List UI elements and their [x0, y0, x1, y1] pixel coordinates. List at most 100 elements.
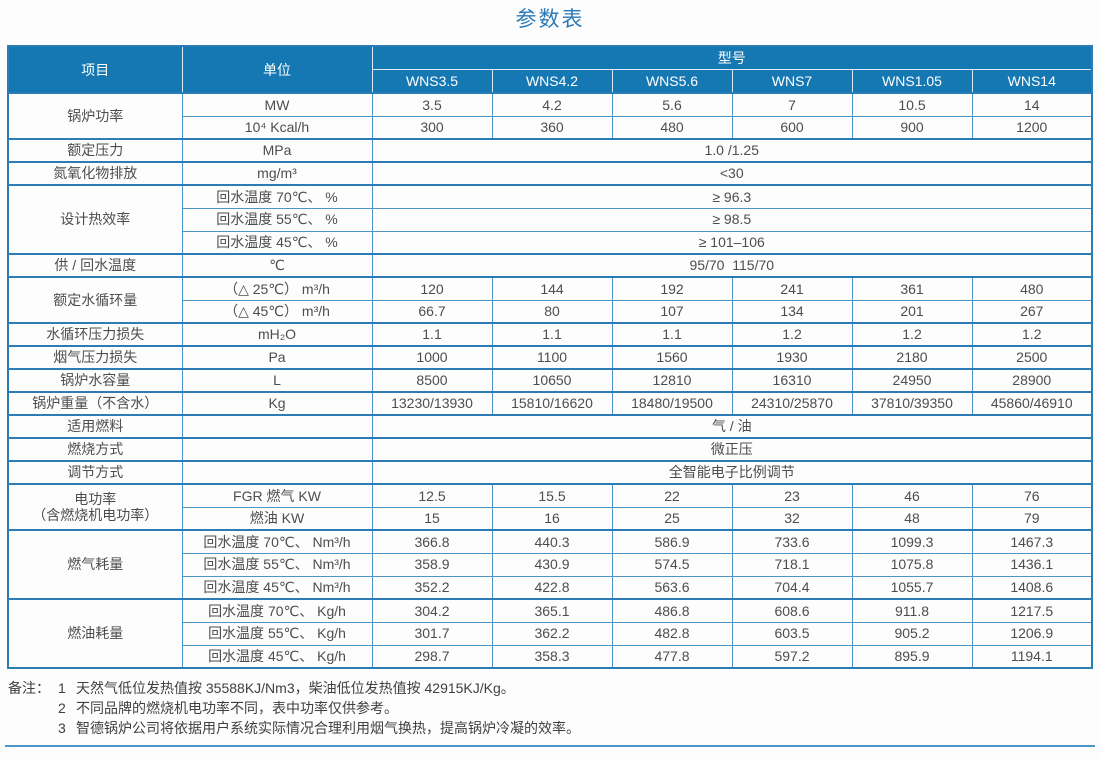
cell-value: 22 [611, 483, 733, 508]
cell-value: 1206.9 [971, 621, 1093, 646]
row-unit-label: 回水温度 55℃、 % [181, 207, 373, 232]
row-item-label: 锅炉功率 [7, 92, 183, 140]
cell-value: 15.5 [491, 483, 613, 508]
cell-value: 895.9 [851, 644, 973, 669]
row-unit-label: （△ 25℃） m³/h [181, 276, 373, 301]
row-item-label: 设计热效率 [7, 184, 183, 255]
cell-value: 79 [971, 506, 1093, 531]
row-unit-label: FGR 燃气 KW [181, 483, 373, 508]
table-header: 项目 单位 型号 WNS3.5 WNS4.2 WNS5.6 WNS7 WNS1.… [7, 45, 1093, 94]
cell-value: 3.5 [371, 92, 493, 117]
row-unit-label [181, 437, 373, 462]
header-model: WNS3.5 [371, 69, 493, 94]
cell-value: 1436.1 [971, 552, 1093, 577]
table-row: 额定水循环量 （△ 25℃） m³/h 120 144 192 241 361 480 [7, 276, 1093, 324]
param-table-body: 锅炉功率 MW 3.5 4.2 5.6 7 10.5 14 10⁴ Kcal/h 300 360 48… [7, 92, 1093, 669]
table-row: 烟气压力损失 Pa 1000 1100 1560 1930 2180 2500 [7, 345, 1093, 370]
cell-value: 718.1 [731, 552, 853, 577]
cell-value: 1055.7 [851, 575, 973, 600]
cell-value: 1.2 [731, 322, 853, 347]
cell-value: 7 [731, 92, 853, 117]
row-merged-value: ≥ 96.3 [371, 184, 1093, 209]
cell-value: 1467.3 [971, 529, 1093, 554]
row-unit-label: Pa [181, 345, 373, 370]
cell-value: 18480/19500 [611, 391, 733, 416]
cell-value: 1194.1 [971, 644, 1093, 669]
header-model-group: 型号 [371, 45, 1093, 70]
cell-value: 10.5 [851, 92, 973, 117]
table-row: 锅炉功率 MW 3.5 4.2 5.6 7 10.5 14 [7, 92, 1093, 140]
cell-value: 362.2 [491, 621, 613, 646]
cell-value: 1560 [611, 345, 733, 370]
row-unit-label: L [181, 368, 373, 393]
header-model: WNS5.6 [611, 69, 733, 94]
row-unit-label [181, 414, 373, 439]
cell-value: 574.5 [611, 552, 733, 577]
table-row: 回水温度 55℃、 Kg/h 301.7 362.2 482.8 603.5 905.2 1… [8, 621, 1093, 646]
row-unit-label [181, 460, 373, 485]
param-table: 项目 单位 型号 WNS3.5 WNS4.2 WNS5.6 WNS7 WNS1.… [7, 45, 1093, 669]
cell-value: 1.2 [971, 322, 1093, 347]
header-item: 项目 [7, 45, 183, 94]
note-text: 不同品牌的燃烧机电功率不同，表中功率仅供参考。 [76, 700, 398, 716]
cell-value: 366.8 [371, 529, 493, 554]
cell-value: 1217.5 [971, 598, 1093, 623]
row-merged-value: 全智能电子比例调节 [371, 460, 1093, 485]
cell-value: 480 [611, 115, 733, 140]
row-item-label: 额定压力 [7, 138, 183, 163]
cell-value: 15 [371, 506, 493, 531]
cell-value: 23 [731, 483, 853, 508]
cell-value: 1075.8 [851, 552, 973, 577]
row-unit-label: 回水温度 70℃、 % [181, 184, 373, 209]
row-unit-label: 回水温度 70℃、 Nm³/h [181, 529, 373, 554]
table-row: 燃气耗量 回水温度 70℃、 Nm³/h 366.8 440.3 586.9 733.6 1… [7, 529, 1093, 600]
cell-value: 2180 [851, 345, 973, 370]
row-item-label: 额定水循环量 [7, 276, 183, 324]
notes-label: 备注： [8, 680, 50, 696]
cell-value: 1.1 [491, 322, 613, 347]
cell-value: 586.9 [611, 529, 733, 554]
row-unit-label: 回水温度 55℃、 Nm³/h [181, 552, 373, 577]
cell-value: 486.8 [611, 598, 733, 623]
cell-value: 360 [491, 115, 613, 140]
row-unit-label: MW [181, 92, 373, 117]
cell-value: 2500 [971, 345, 1093, 370]
table-row: 回水温度 45℃、 Nm³/h 352.2 422.8 563.6 704.4 1055.… [8, 575, 1093, 600]
cell-value: 597.2 [731, 644, 853, 669]
cell-value: 37810/39350 [851, 391, 973, 416]
cell-value: 12.5 [371, 483, 493, 508]
cell-value: 358.3 [491, 644, 613, 669]
row-item-label: 供 / 回水温度 [7, 253, 183, 278]
note-item: 2 不同品牌的燃烧机电功率不同，表中功率仅供参考。 [58, 698, 1092, 718]
row-unit-label: 回水温度 45℃、 Nm³/h [181, 575, 373, 600]
row-item-label: 适用燃料 [7, 414, 183, 439]
cell-value: 134 [731, 299, 853, 324]
cell-value: 1.2 [851, 322, 973, 347]
note-number: 3 [58, 720, 66, 736]
cell-value: 76 [971, 483, 1093, 508]
note-number: 2 [58, 700, 66, 716]
row-merged-value: ≥ 101–106 [371, 230, 1093, 255]
cell-value: 45860/46910 [971, 391, 1093, 416]
row-merged-value: 95/70 115/70 [371, 253, 1093, 278]
cell-value: 733.6 [731, 529, 853, 554]
cell-value: 12810 [611, 368, 733, 393]
table-row: 额定压力 MPa 1.0 /1.25 [7, 138, 1093, 163]
cell-value: 14 [971, 92, 1093, 117]
cell-value: 480 [971, 276, 1093, 301]
cell-value: 28900 [971, 368, 1093, 393]
cell-value: 1099.3 [851, 529, 973, 554]
bottom-divider [5, 745, 1095, 747]
cell-value: 15810/16620 [491, 391, 613, 416]
row-item-label: 锅炉水容量 [7, 368, 183, 393]
notes: 备注： 1 天然气低位发热值按 35588KJ/Nm3，柴油低位发热值按 429… [8, 678, 1092, 738]
cell-value: 201 [851, 299, 973, 324]
row-unit-label: （△ 45℃） m³/h [181, 299, 373, 324]
row-unit-label: Kg [181, 391, 373, 416]
cell-value: 32 [731, 506, 853, 531]
row-merged-value: 气 / 油 [371, 414, 1093, 439]
cell-value: 4.2 [491, 92, 613, 117]
cell-value: 430.9 [491, 552, 613, 577]
cell-value: 192 [611, 276, 733, 301]
header-row-top: 项目 单位 型号 [7, 45, 1093, 94]
